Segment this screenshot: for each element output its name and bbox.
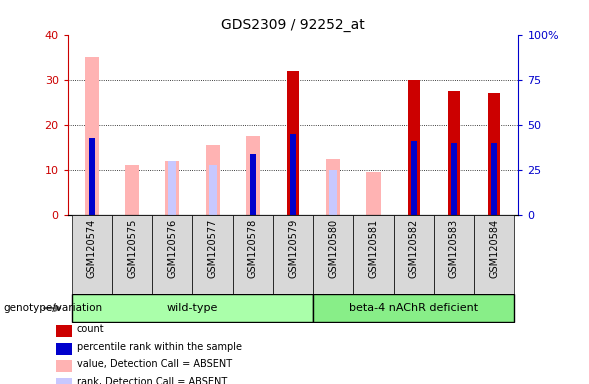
- Text: percentile rank within the sample: percentile rank within the sample: [77, 342, 241, 352]
- Text: count: count: [77, 324, 104, 334]
- FancyBboxPatch shape: [72, 215, 112, 294]
- FancyBboxPatch shape: [434, 215, 474, 294]
- Bar: [491, 143, 497, 215]
- Bar: [85, 57, 99, 215]
- FancyBboxPatch shape: [393, 215, 434, 294]
- Text: genotype/variation: genotype/variation: [3, 303, 102, 313]
- Bar: [290, 134, 296, 215]
- Text: GSM120582: GSM120582: [409, 219, 419, 278]
- Text: GSM120584: GSM120584: [489, 219, 499, 278]
- Bar: [56, 343, 72, 354]
- FancyBboxPatch shape: [112, 215, 152, 294]
- Bar: [125, 166, 139, 215]
- Bar: [168, 161, 176, 215]
- Bar: [209, 166, 217, 215]
- Bar: [488, 93, 500, 215]
- Bar: [250, 154, 256, 215]
- FancyBboxPatch shape: [313, 215, 353, 294]
- Bar: [89, 138, 95, 215]
- Text: GSM120576: GSM120576: [167, 219, 177, 278]
- Text: wild-type: wild-type: [167, 303, 218, 313]
- Text: GSM120579: GSM120579: [288, 219, 298, 278]
- Text: GSM120583: GSM120583: [449, 219, 459, 278]
- Bar: [329, 170, 337, 215]
- Bar: [448, 91, 460, 215]
- Bar: [411, 141, 417, 215]
- Title: GDS2309 / 92252_at: GDS2309 / 92252_at: [221, 18, 365, 32]
- Bar: [56, 378, 72, 384]
- Bar: [366, 172, 380, 215]
- Bar: [56, 361, 72, 372]
- FancyBboxPatch shape: [353, 215, 393, 294]
- Bar: [206, 145, 220, 215]
- Bar: [451, 143, 457, 215]
- FancyBboxPatch shape: [72, 294, 313, 322]
- Bar: [246, 136, 260, 215]
- Text: GSM120574: GSM120574: [87, 219, 97, 278]
- Text: GSM120580: GSM120580: [328, 219, 338, 278]
- FancyBboxPatch shape: [152, 215, 193, 294]
- Text: GSM120581: GSM120581: [369, 219, 379, 278]
- Bar: [56, 325, 72, 337]
- FancyBboxPatch shape: [273, 215, 313, 294]
- Bar: [408, 80, 420, 215]
- Text: beta-4 nAChR deficient: beta-4 nAChR deficient: [349, 303, 478, 313]
- Text: GSM120577: GSM120577: [207, 219, 217, 278]
- Text: GSM120578: GSM120578: [248, 219, 258, 278]
- Text: GSM120575: GSM120575: [127, 219, 137, 278]
- FancyBboxPatch shape: [313, 294, 514, 322]
- Text: value, Detection Call = ABSENT: value, Detection Call = ABSENT: [77, 359, 231, 369]
- FancyBboxPatch shape: [474, 215, 514, 294]
- Bar: [287, 71, 299, 215]
- Bar: [166, 161, 180, 215]
- FancyBboxPatch shape: [193, 215, 233, 294]
- FancyBboxPatch shape: [233, 215, 273, 294]
- Text: rank, Detection Call = ABSENT: rank, Detection Call = ABSENT: [77, 377, 227, 384]
- Bar: [326, 159, 340, 215]
